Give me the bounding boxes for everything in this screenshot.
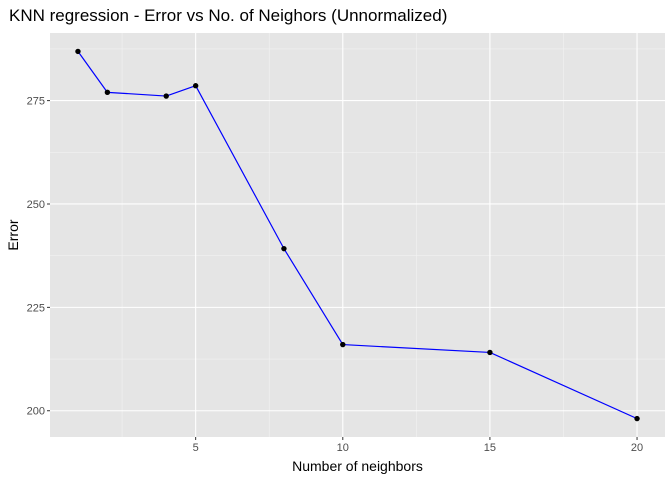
x-tick-label: 15 xyxy=(484,442,496,454)
x-tick-label: 5 xyxy=(193,442,199,454)
y-tick-label: 250 xyxy=(27,199,45,211)
data-point xyxy=(192,83,199,89)
y-tick-label: 275 xyxy=(27,96,45,108)
x-tick-label: 20 xyxy=(631,442,643,454)
data-point xyxy=(281,245,287,252)
data-point xyxy=(75,48,81,55)
plot-panel xyxy=(50,33,665,437)
axis-ticks xyxy=(47,100,638,440)
series-layer xyxy=(75,48,640,422)
major-grid xyxy=(50,33,665,437)
data-point xyxy=(340,341,346,348)
series-line xyxy=(77,51,638,420)
data-point xyxy=(487,349,493,356)
x-axis-title: Number of neighbors xyxy=(292,458,423,474)
y-tick-label: 225 xyxy=(27,302,45,314)
data-point xyxy=(634,415,640,422)
x-tick-label: 10 xyxy=(337,442,349,454)
tick-labels: 5 10 15 20 200 225 250 275 xyxy=(27,96,644,454)
data-point xyxy=(104,89,111,96)
data-point xyxy=(163,93,169,99)
chart-title: KNN regression - Error vs No. of Neighor… xyxy=(9,6,447,25)
y-tick-label: 200 xyxy=(27,406,45,418)
y-axis-title: Error xyxy=(5,219,21,250)
